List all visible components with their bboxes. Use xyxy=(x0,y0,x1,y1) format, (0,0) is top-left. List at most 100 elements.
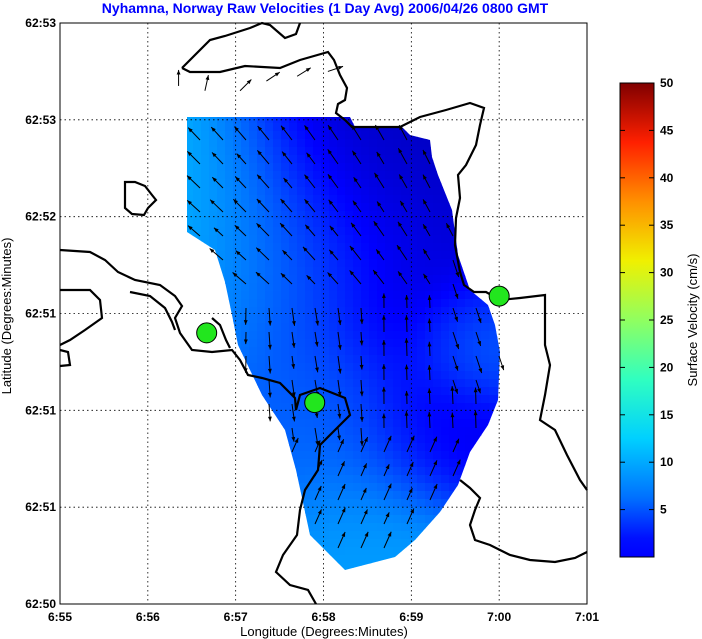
field-cell xyxy=(265,267,274,276)
field-cell xyxy=(417,459,426,468)
velocity-arrowhead xyxy=(454,293,459,299)
field-cell xyxy=(313,499,322,508)
field-cell xyxy=(417,379,426,388)
field-cell xyxy=(321,187,330,196)
colorbar-tick-label: 45 xyxy=(660,123,674,137)
velocity-arrowhead xyxy=(280,223,285,228)
field-cell xyxy=(217,163,226,172)
field-cell xyxy=(393,379,402,388)
velocity-arrowhead xyxy=(473,410,478,416)
velocity-arrowhead xyxy=(328,199,334,205)
field-cell xyxy=(305,147,314,156)
velocity-arrowhead xyxy=(305,224,310,230)
velocity-arrowhead xyxy=(352,200,358,206)
field-cell xyxy=(481,419,490,428)
field-cell xyxy=(265,131,274,140)
field-cell xyxy=(441,467,450,476)
field-cell xyxy=(257,211,266,220)
field-cell xyxy=(241,155,250,164)
field-cell xyxy=(281,139,290,148)
field-cell xyxy=(265,195,274,204)
field-cell xyxy=(305,163,314,172)
field-cell xyxy=(457,347,466,356)
field-cell xyxy=(289,299,298,308)
field-cell xyxy=(257,139,266,148)
field-cell xyxy=(473,347,482,356)
field-cell xyxy=(193,163,202,172)
field-cell xyxy=(329,459,338,468)
field-cell xyxy=(321,163,330,172)
field-cell xyxy=(369,227,378,236)
field-cell xyxy=(297,363,306,372)
field-cell xyxy=(473,363,482,372)
field-cell xyxy=(409,219,418,228)
velocity-arrowhead xyxy=(376,249,381,255)
field-cell xyxy=(353,547,362,556)
field-cell xyxy=(337,555,346,564)
field-cell xyxy=(433,331,442,340)
field-cell xyxy=(393,347,402,356)
field-cell xyxy=(441,339,450,348)
field-cell xyxy=(369,275,378,284)
field-cell xyxy=(217,251,226,260)
field-cell xyxy=(433,491,442,500)
field-cell xyxy=(321,315,330,324)
field-cell xyxy=(465,411,474,420)
field-cell xyxy=(337,355,346,364)
velocity-arrowhead xyxy=(381,315,386,320)
field-cell xyxy=(369,155,378,164)
field-cell xyxy=(449,371,458,380)
field-cell xyxy=(377,443,386,452)
field-cell xyxy=(393,531,402,540)
field-cell xyxy=(289,403,298,412)
field-cell xyxy=(297,459,306,468)
field-cell xyxy=(385,547,394,556)
field-cell xyxy=(305,139,314,148)
field-cell xyxy=(313,523,322,532)
field-cell xyxy=(321,211,330,220)
field-cell xyxy=(305,171,314,180)
field-cell xyxy=(297,379,306,388)
field-cell xyxy=(305,419,314,428)
field-cell xyxy=(449,307,458,316)
velocity-arrowhead xyxy=(255,272,261,277)
field-cell xyxy=(425,443,434,452)
field-cell xyxy=(321,475,330,484)
field-cell xyxy=(225,259,234,268)
field-cell xyxy=(257,331,266,340)
field-cell xyxy=(297,483,306,492)
field-cell xyxy=(369,219,378,228)
field-cell xyxy=(233,243,242,252)
field-cell xyxy=(297,467,306,476)
field-cell xyxy=(385,539,394,548)
field-cell xyxy=(345,131,354,140)
field-cell xyxy=(225,163,234,172)
field-cell xyxy=(441,427,450,436)
y-tick-label: 62:51 xyxy=(25,307,56,321)
field-cell xyxy=(409,227,418,236)
field-cell xyxy=(361,243,370,252)
velocity-arrowhead xyxy=(409,461,414,467)
field-cell xyxy=(369,139,378,148)
field-cell xyxy=(345,291,354,300)
field-cell xyxy=(233,315,242,324)
field-cell xyxy=(233,203,242,212)
field-cell xyxy=(425,459,434,468)
field-cell xyxy=(361,507,370,516)
field-cell xyxy=(409,451,418,460)
velocity-arrowhead xyxy=(304,125,309,131)
field-cell xyxy=(201,131,210,140)
field-cell xyxy=(329,187,338,196)
velocity-arrowhead xyxy=(359,340,364,346)
field-cell xyxy=(385,307,394,316)
field-cell xyxy=(353,483,362,492)
field-cell xyxy=(313,451,322,460)
field-cell xyxy=(201,195,210,204)
field-cell xyxy=(233,299,242,308)
field-cell xyxy=(345,491,354,500)
field-cell xyxy=(209,235,218,244)
field-cell xyxy=(393,515,402,524)
velocity-arrowhead xyxy=(478,368,483,374)
field-cell xyxy=(265,235,274,244)
field-cell xyxy=(321,531,330,540)
